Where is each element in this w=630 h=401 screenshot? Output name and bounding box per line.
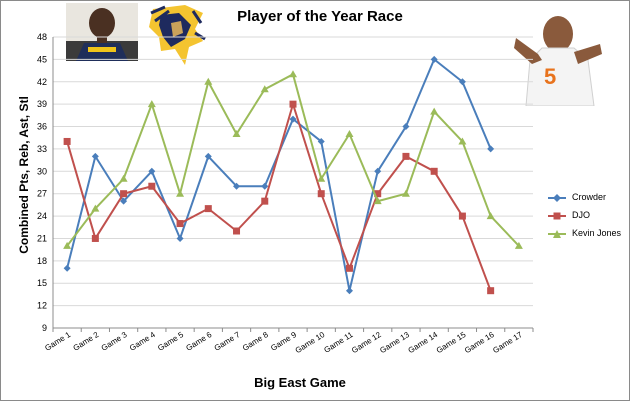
y-tick-label: 45 xyxy=(37,54,47,64)
x-tick-label: Game 13 xyxy=(378,330,411,355)
legend-label: Crowder xyxy=(572,192,607,202)
x-tick-label: Game 16 xyxy=(463,330,496,355)
data-point xyxy=(317,174,326,182)
logo-marquette xyxy=(149,5,206,65)
y-tick-label: 48 xyxy=(37,32,47,42)
x-tick-label: Game 2 xyxy=(72,330,101,353)
x-tick-label: Game 15 xyxy=(435,330,468,355)
data-point xyxy=(261,182,269,190)
data-point xyxy=(176,189,185,197)
y-tick-label: 12 xyxy=(37,301,47,311)
y-tick-label: 18 xyxy=(37,256,47,266)
data-point xyxy=(261,197,269,205)
y-tick-label: 9 xyxy=(42,323,47,333)
data-point xyxy=(345,130,354,137)
data-point xyxy=(402,152,410,160)
x-tick-label: Game 17 xyxy=(491,330,524,355)
data-point xyxy=(487,287,495,295)
series-line-crowder xyxy=(66,58,492,292)
data-point xyxy=(458,137,467,145)
data-point xyxy=(120,197,128,205)
data-point xyxy=(289,70,297,78)
data-point xyxy=(345,264,353,272)
legend-label: DJO xyxy=(572,210,590,220)
data-point xyxy=(63,241,72,249)
player-photo-kevin-jones: 5 xyxy=(512,8,604,106)
chart-title: Player of the Year Race xyxy=(237,8,403,25)
data-point xyxy=(458,212,466,220)
data-point xyxy=(289,115,297,123)
data-point xyxy=(317,137,325,145)
x-tick-label: Game 6 xyxy=(184,330,213,353)
data-point xyxy=(232,130,241,137)
data-point xyxy=(373,197,382,205)
series-line-djo xyxy=(66,103,492,292)
y-tick-label: 39 xyxy=(37,99,47,109)
data-point xyxy=(233,227,241,235)
x-axis-label: Big East Game xyxy=(254,375,346,390)
svg-text:5: 5 xyxy=(544,64,556,89)
x-tick-label: Game 10 xyxy=(294,330,327,355)
data-point xyxy=(374,167,382,175)
data-point xyxy=(91,152,99,160)
data-point xyxy=(91,204,100,212)
data-point xyxy=(176,234,184,242)
x-tick-label: Game 1 xyxy=(43,330,72,353)
player-photo-crowder xyxy=(66,3,138,61)
data-point xyxy=(147,100,156,108)
data-point xyxy=(148,167,156,175)
x-tick-label: Game 11 xyxy=(322,330,355,355)
data-point xyxy=(204,77,213,85)
data-point xyxy=(260,85,269,93)
x-tick-label: Game 14 xyxy=(407,330,440,355)
data-point xyxy=(374,190,382,198)
data-point xyxy=(176,220,184,228)
legend-marker-diamond-icon xyxy=(553,194,561,202)
y-tick-label: 36 xyxy=(37,122,47,132)
x-tick-label: Game 5 xyxy=(156,330,185,353)
y-tick-label: 30 xyxy=(37,166,47,176)
data-point xyxy=(345,287,353,295)
data-point xyxy=(487,145,495,153)
data-point xyxy=(204,152,212,160)
y-tick-label: 21 xyxy=(37,233,47,243)
data-point xyxy=(91,234,99,242)
legend-marker-triangle-icon xyxy=(553,230,561,238)
legend-marker-square-icon xyxy=(553,212,561,220)
data-point xyxy=(458,78,466,86)
data-point xyxy=(204,205,212,213)
data-point xyxy=(63,137,71,145)
data-point xyxy=(289,100,297,108)
data-point xyxy=(63,264,71,272)
data-point xyxy=(233,182,241,190)
y-tick-label: 24 xyxy=(37,211,47,221)
data-point xyxy=(514,241,523,249)
data-point xyxy=(119,174,128,182)
legend-label: Kevin Jones xyxy=(572,228,622,238)
series-line-kevin-jones xyxy=(66,73,520,247)
y-tick-label: 42 xyxy=(37,77,47,87)
x-tick-label: Game 7 xyxy=(213,330,242,353)
data-point xyxy=(486,212,495,220)
data-point xyxy=(401,189,410,197)
y-tick-label: 27 xyxy=(37,189,47,199)
y-tick-label: 33 xyxy=(37,144,47,154)
data-point xyxy=(120,190,128,198)
y-tick-label: 15 xyxy=(37,278,47,288)
data-point xyxy=(430,167,438,175)
data-point xyxy=(402,123,410,131)
data-point xyxy=(430,107,439,115)
x-tick-label: Game 12 xyxy=(350,330,383,355)
x-tick-label: Game 8 xyxy=(241,330,270,353)
data-point xyxy=(430,55,438,63)
data-point xyxy=(148,182,156,190)
data-point xyxy=(317,190,325,198)
x-tick-label: Game 4 xyxy=(128,330,157,353)
x-tick-label: Game 3 xyxy=(100,330,129,353)
